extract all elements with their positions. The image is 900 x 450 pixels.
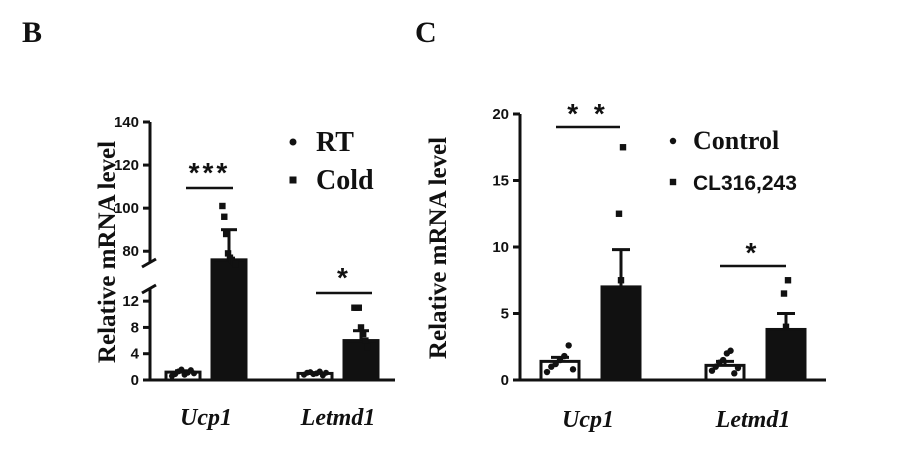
x-tick-label: Letmd1 — [300, 405, 376, 431]
y-tick-label: 15 — [492, 173, 509, 190]
data-point — [360, 330, 367, 338]
data-point — [565, 342, 572, 349]
panel-c: C Relative mRNA level 0 5 10 15 20 Ucp1 Letmd1… — [415, 16, 826, 433]
y-tick-label: 80 — [122, 243, 139, 260]
data-point — [543, 368, 551, 376]
axis-break-mark — [141, 257, 157, 269]
data-point — [556, 356, 564, 364]
y-tick-label: 4 — [131, 346, 140, 363]
x-tick-label: Ucp1 — [180, 405, 232, 431]
data-point — [357, 324, 365, 331]
bar — [765, 327, 807, 382]
data-point — [619, 144, 627, 151]
panel-c-legend: Control CL316,243 — [669, 126, 797, 195]
panel-c-significance: * * * — [556, 98, 786, 268]
bar — [210, 258, 248, 382]
y-tick-label: 120 — [114, 157, 139, 174]
legend-label: Cold — [316, 165, 374, 196]
data-point — [561, 352, 568, 360]
legend-marker — [669, 137, 677, 145]
data-point — [364, 343, 371, 351]
y-tick-label: 140 — [114, 114, 139, 131]
panel-b-ylabel: Relative mRNA level — [94, 141, 121, 363]
panel-b-points — [169, 202, 371, 380]
panel-c-axes: 0 5 10 15 20 Ucp1 Letmd1 — [492, 106, 826, 433]
panel-b-letter: B — [22, 16, 42, 49]
y-tick-label: 0 — [131, 372, 139, 389]
panel-c-letter: C — [415, 16, 437, 49]
data-point — [355, 304, 362, 311]
data-point — [615, 210, 623, 217]
panel-b-bars — [164, 228, 380, 382]
significance-label: * * — [567, 98, 609, 129]
bar — [342, 339, 380, 382]
legend-label: Control — [693, 126, 779, 155]
data-point — [782, 323, 790, 330]
y-tick-label: 12 — [122, 293, 139, 310]
legend-marker — [669, 178, 677, 186]
data-point — [784, 277, 792, 284]
data-point — [362, 337, 369, 344]
y-tick-label: 100 — [114, 200, 139, 217]
axis-break-mark — [141, 283, 157, 295]
data-point — [221, 213, 228, 220]
y-tick-label: 0 — [501, 372, 509, 389]
bar — [600, 285, 642, 382]
data-point — [232, 260, 239, 268]
panel-b-significance: **** — [186, 157, 372, 295]
data-point — [780, 290, 788, 297]
data-point — [569, 366, 577, 373]
significance-label: * — [337, 262, 351, 293]
data-point — [178, 366, 185, 373]
panel-b-axes: 0 4 8 12 80 100 120 140 Ucp1 Letmd1 — [114, 114, 395, 431]
legend-marker — [289, 138, 297, 146]
panel-c-ylabel: Relative mRNA level — [425, 137, 452, 359]
y-tick-label: 10 — [492, 239, 509, 256]
legend-marker — [289, 176, 297, 184]
data-point — [731, 370, 738, 377]
panel-c-points — [543, 144, 792, 377]
legend-label: CL316,243 — [693, 172, 797, 195]
panel-b: B Relative mRNA level 0 4 8 12 80 100 120 140 Uc… — [22, 16, 395, 431]
significance-label: * — [746, 237, 761, 268]
panel-b-legend: RT Cold — [289, 127, 374, 196]
y-tick-label: 20 — [492, 106, 509, 123]
data-point — [552, 360, 559, 368]
x-tick-label: Ucp1 — [562, 407, 614, 433]
data-point — [617, 277, 625, 284]
x-tick-label: Letmd1 — [715, 407, 791, 433]
data-point — [219, 202, 226, 210]
legend-label: RT — [316, 127, 354, 158]
data-point — [222, 230, 230, 238]
significance-label: *** — [189, 157, 231, 188]
data-point — [323, 369, 329, 376]
panel-c-bars — [539, 248, 807, 382]
data-point — [734, 364, 742, 372]
data-point — [224, 250, 232, 257]
data-point — [727, 347, 734, 354]
y-tick-label: 5 — [501, 306, 509, 323]
y-tick-label: 8 — [131, 319, 139, 336]
data-point — [719, 356, 727, 364]
data-point — [191, 370, 197, 377]
